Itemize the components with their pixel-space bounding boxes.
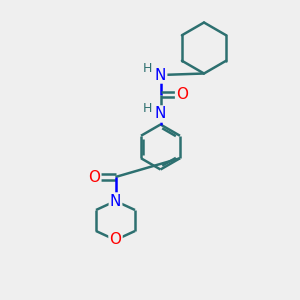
Text: O: O [88,169,100,184]
Text: N: N [155,106,166,122]
Text: N: N [155,68,166,82]
Text: H: H [142,62,152,76]
Text: H: H [142,101,152,115]
Text: N: N [110,194,121,208]
Text: O: O [110,232,122,247]
Text: O: O [176,87,188,102]
